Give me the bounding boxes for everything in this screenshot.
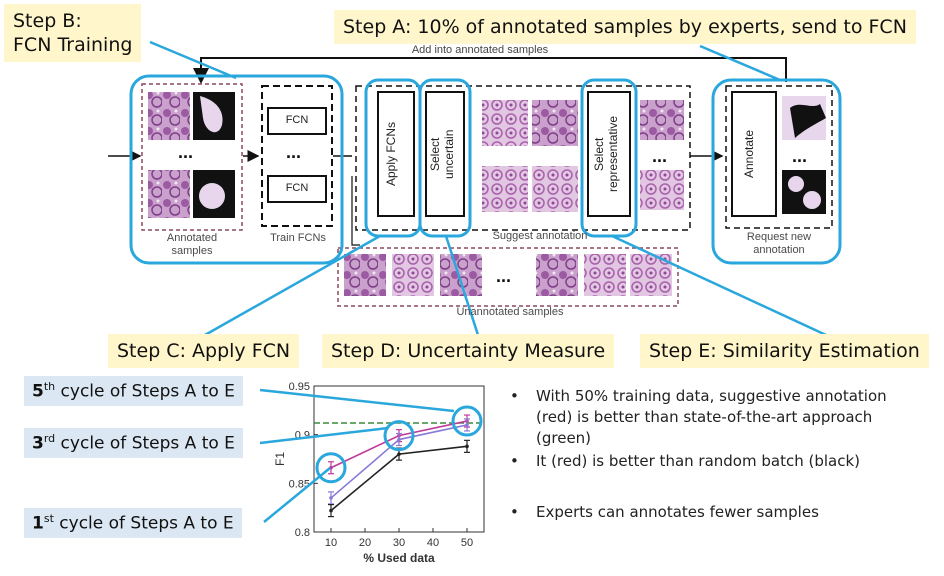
callout-step-d: Step D: Uncertainty Measure <box>322 334 615 368</box>
callout-step-c: Step C: Apply FCN <box>108 334 300 368</box>
annotated-sample-images <box>148 92 235 218</box>
request-new-annotation-label: Request new annotation <box>746 231 812 256</box>
suggest-ellipsis: ... <box>652 146 668 166</box>
x-tick-label: 20 <box>359 537 371 549</box>
highlight-step-e <box>580 78 638 238</box>
select-representative-box <box>587 91 631 217</box>
annotate-label: Annotate <box>742 129 756 179</box>
f1-chart: 0.8 0.85 0.9 0.95 10 20 30 40 50 % Used data F1 <box>273 381 485 565</box>
callout-step-a: Step A: 10% of annotated samples by expe… <box>334 10 916 44</box>
fcn-label-bottom: FCN <box>285 182 309 194</box>
cycle-text: cycle of Steps A to E <box>53 513 234 534</box>
y-tick-label: 0.85 <box>289 478 310 490</box>
annotated-samples-label: Annotated samples <box>166 232 218 257</box>
cycle-ord: 5 <box>32 381 44 402</box>
x-tick-label: 40 <box>427 537 439 549</box>
annotate-ellipsis: ... <box>792 146 808 166</box>
x-tick-label: 10 <box>325 537 337 549</box>
suggest-annotation-label: Suggest annotation <box>492 230 588 242</box>
new-annotation-images <box>782 96 826 214</box>
data-point <box>465 423 469 427</box>
suggest-annotation-box <box>355 85 691 231</box>
x-tick-label: 50 <box>461 537 473 549</box>
cycle-text: cycle of Steps A to E <box>55 381 235 402</box>
cycle-label-1: 1st cycle of Steps A to E <box>24 508 242 538</box>
callout-connectors <box>149 40 827 337</box>
fcn-box-bottom <box>267 175 327 203</box>
unannotated-samples-box <box>337 247 679 307</box>
cycle-highlight-circle <box>451 405 483 437</box>
callout-step-e: Step E: Similarity Estimation <box>640 334 929 368</box>
samples-ellipsis: ... <box>178 142 194 162</box>
bullet-item: With 50% training data, suggestive annot… <box>506 386 926 449</box>
highlight-step-d <box>418 78 472 238</box>
y-tick-label: 0.9 <box>295 430 310 442</box>
result-bullets: With 50% training data, suggestive annot… <box>506 386 926 523</box>
apply-fcns-box <box>377 91 415 217</box>
cycle-label-3: 3rd cycle of Steps A to E <box>24 428 243 458</box>
highlight-step-b <box>129 74 344 265</box>
cycle-text: cycle of Steps A to E <box>55 433 235 454</box>
select-uncertain-label: Select uncertain <box>428 129 456 179</box>
data-point <box>329 496 333 500</box>
fcn-label-top: FCN <box>285 114 309 126</box>
x-axis-label: % Used data <box>363 551 435 565</box>
cycle-ord: 1 <box>32 513 44 534</box>
data-point <box>397 452 401 456</box>
y-tick-label: 0.8 <box>295 527 310 539</box>
feedback-loop <box>193 57 787 84</box>
highlight-step-a <box>711 78 842 265</box>
cycle-label-5: 5th cycle of Steps A to E <box>24 376 243 406</box>
bullet-item: It (red) is better than random batch (bl… <box>506 451 926 472</box>
annotate-box <box>731 91 777 217</box>
fcn-box-top <box>267 107 327 135</box>
y-axis-label: F1 <box>273 452 287 466</box>
select-uncertain-box <box>425 91 465 217</box>
train-fcns-label: Train FCNs <box>270 232 326 244</box>
train-fcns-box <box>261 85 333 227</box>
select-representative-label: Select representative <box>592 115 620 193</box>
y-tick-label: 0.95 <box>289 381 310 393</box>
fcn-ellipsis: ... <box>286 142 302 162</box>
data-point <box>465 444 469 449</box>
apply-fcns-label: Apply FCNs <box>384 122 398 187</box>
x-tick-label: 30 <box>393 537 405 549</box>
annotated-samples-box <box>141 83 243 231</box>
unannotated-samples-label: Unannotated samples <box>456 306 564 318</box>
loop-label: Add into annotated samples <box>411 44 549 56</box>
bullet-item: Experts can annotates fewer samples <box>506 502 926 523</box>
step-highlights <box>129 74 842 265</box>
cycle-sup: th <box>43 380 56 393</box>
cycle-sup: rd <box>43 432 56 445</box>
unannotated-ellipsis: ... <box>496 266 512 286</box>
data-point <box>329 465 333 470</box>
callout-step-b: Step B: FCN Training <box>4 4 142 62</box>
data-point <box>329 508 333 513</box>
request-annotation-box <box>725 85 833 229</box>
unannotated-sample-images <box>344 254 672 296</box>
cycle-ord: 3 <box>32 433 44 454</box>
data-point <box>397 437 401 442</box>
uncertain-sample-images <box>482 100 578 212</box>
representative-sample-images <box>640 100 684 210</box>
cycle-sup: st <box>43 512 54 525</box>
